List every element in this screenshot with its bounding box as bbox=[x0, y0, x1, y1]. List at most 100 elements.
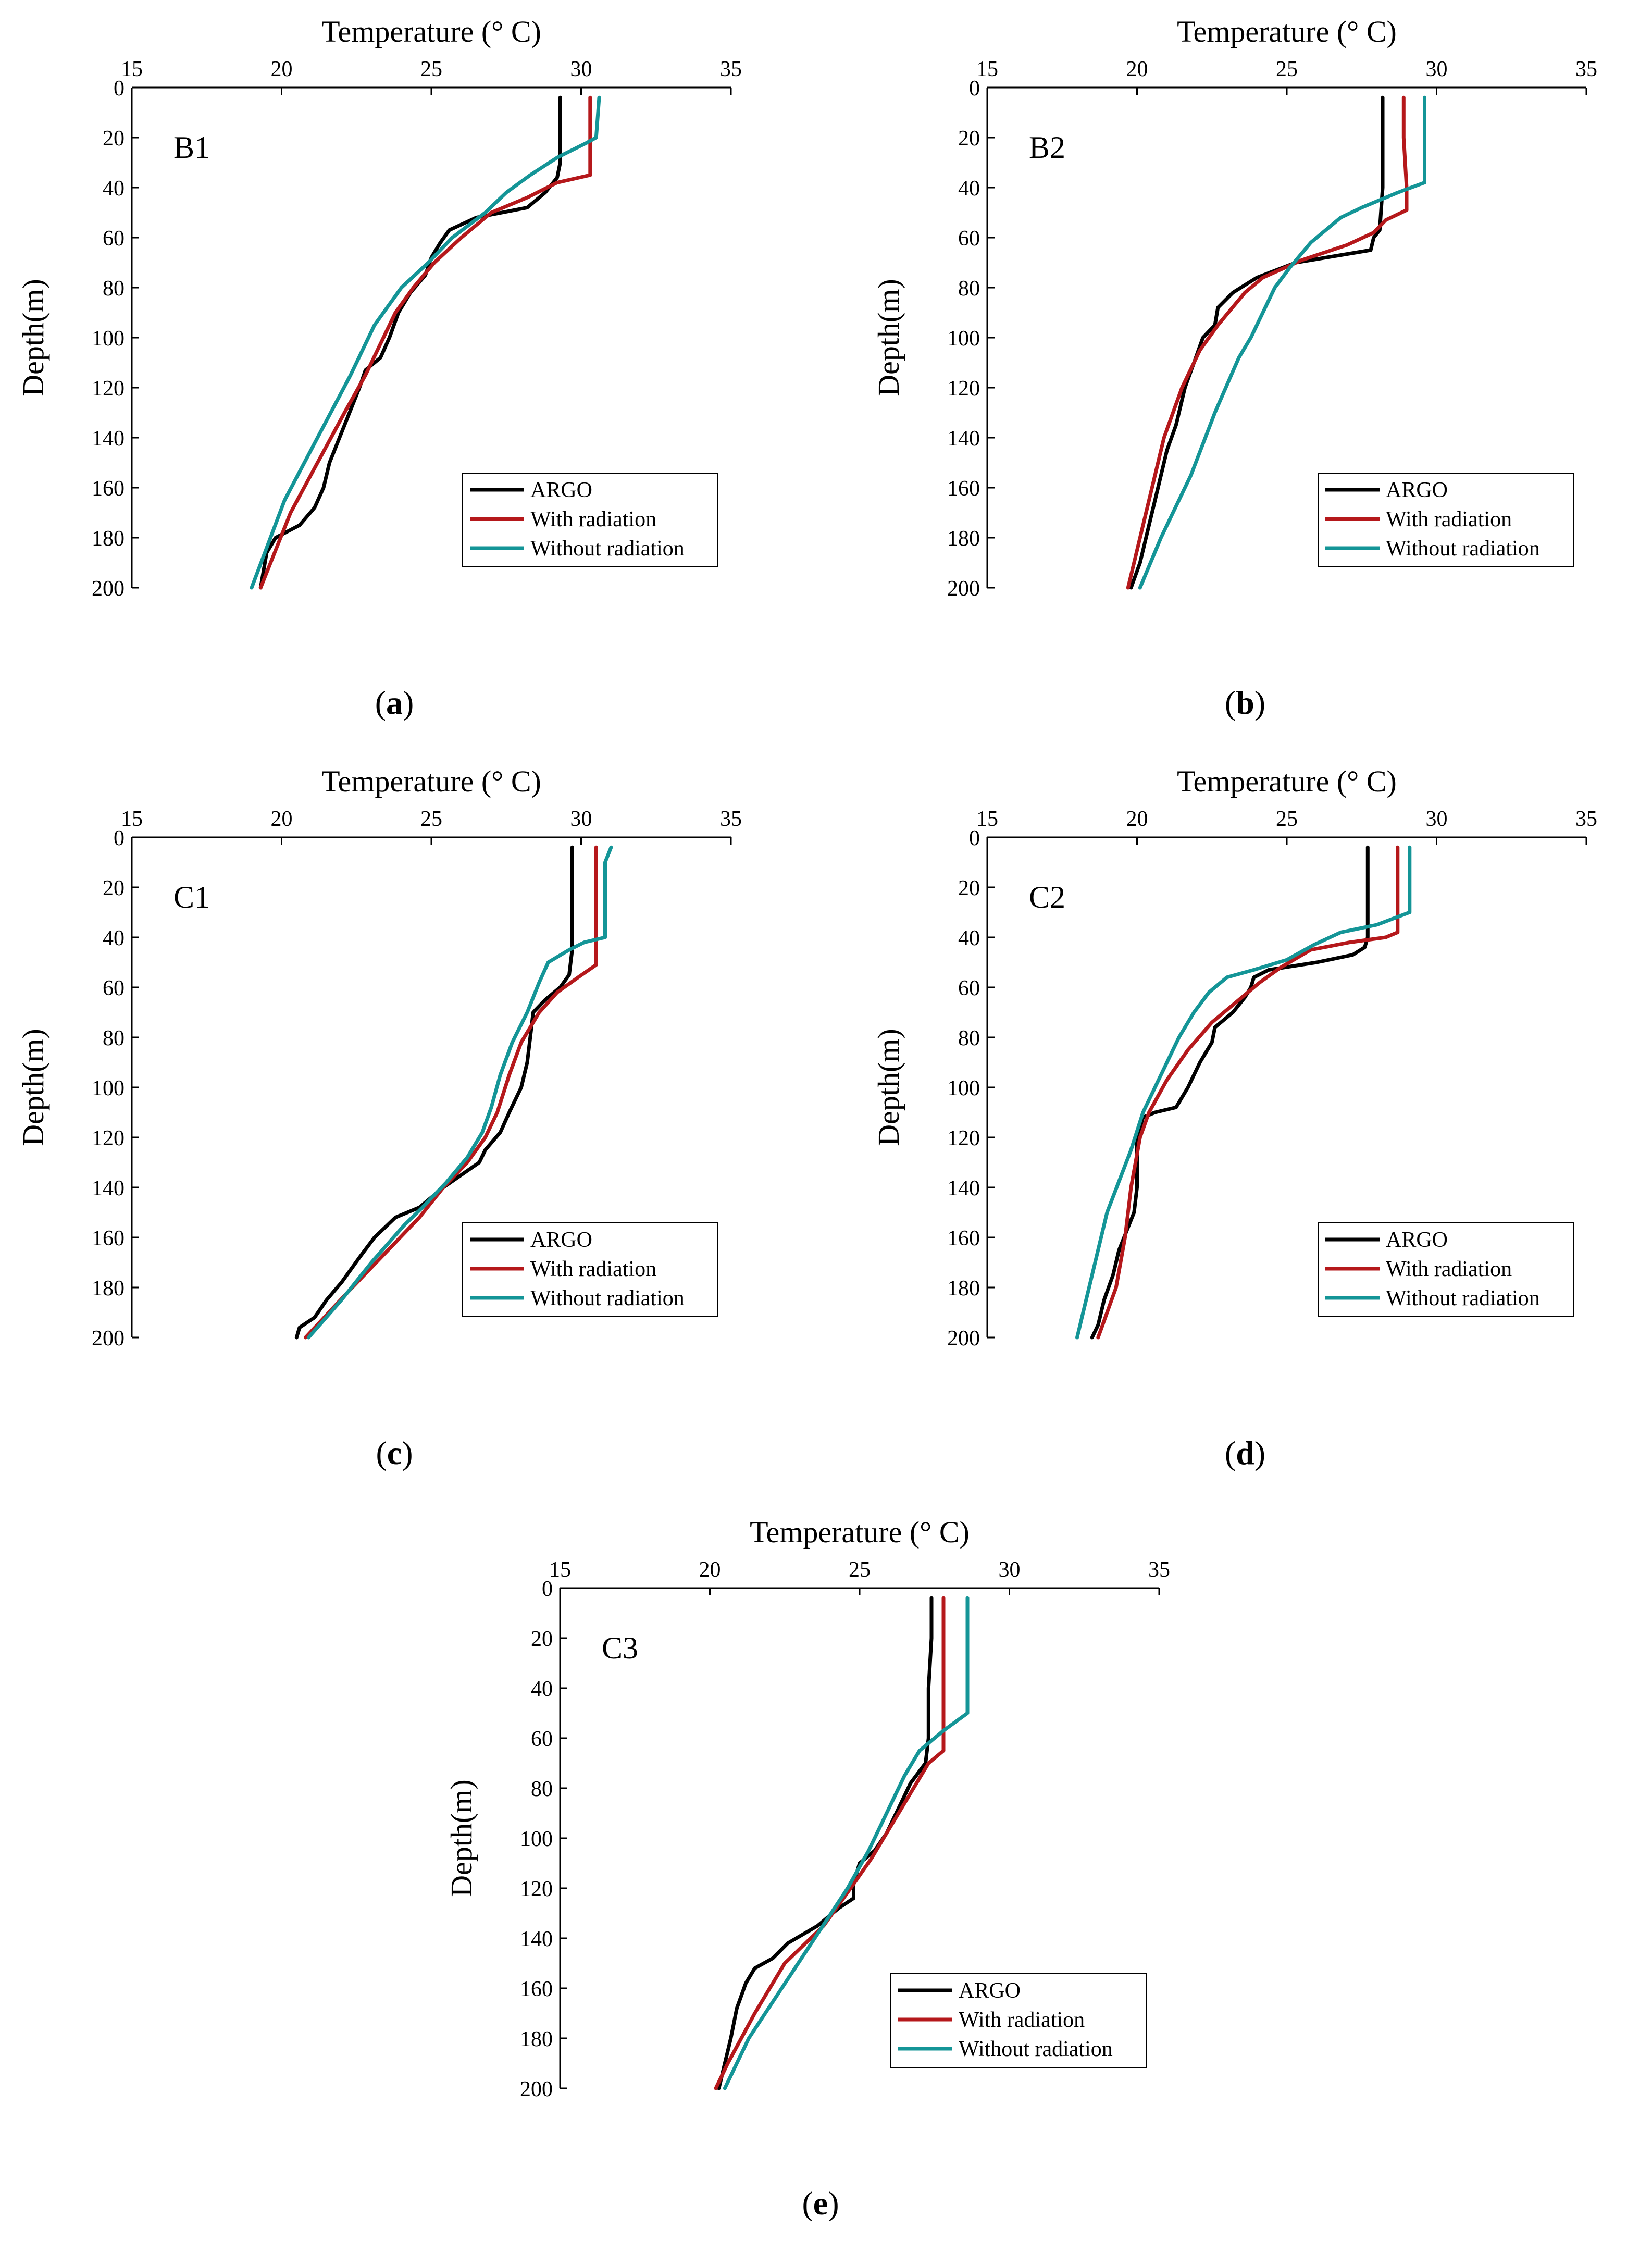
chart-panel-c: 15 20 25 30 35 0 20 40 60 80 100 120 140 160 180 200 Tem… bbox=[16, 764, 742, 1471]
y-tick-label: 160 bbox=[92, 477, 125, 501]
y-tick-label: 60 bbox=[958, 976, 980, 1000]
series-line-with-radiation bbox=[1096, 845, 1400, 1340]
y-tick-label: 180 bbox=[947, 527, 980, 551]
series-line-with-radiation bbox=[304, 845, 598, 1340]
y-tick-label: 80 bbox=[958, 277, 980, 301]
series-line-argo bbox=[294, 845, 574, 1340]
series-line-argo bbox=[1129, 95, 1385, 590]
y-tick-label: 180 bbox=[947, 1277, 980, 1300]
chart-panel-b: 15 20 25 30 35 0 20 40 60 80 100 120 140 160 180 200 Tem… bbox=[872, 15, 1597, 721]
y-tick-label: 40 bbox=[103, 177, 125, 201]
y-tick-label: 20 bbox=[103, 127, 125, 151]
y-tick-label: 120 bbox=[92, 1126, 125, 1150]
x-axis-title: Temperature (° C) bbox=[321, 764, 541, 798]
panel-label: C1 bbox=[173, 880, 210, 914]
panel-caption-letter: a bbox=[386, 684, 403, 721]
y-tick-label: 60 bbox=[103, 976, 125, 1000]
panel-caption: (b) bbox=[1225, 684, 1265, 721]
y-tick-label: 200 bbox=[947, 1327, 980, 1351]
y-tick-label: 180 bbox=[92, 1277, 125, 1300]
x-tick-label: 15 bbox=[976, 807, 998, 831]
y-tick-label: 20 bbox=[958, 127, 980, 151]
y-tick-label: 120 bbox=[947, 377, 980, 401]
legend: ARGO With radiation Without radiation bbox=[462, 473, 718, 567]
y-axis-title: Depth(m) bbox=[16, 279, 50, 397]
x-tick-label: 30 bbox=[570, 57, 592, 81]
y-tick-label: 80 bbox=[103, 277, 125, 301]
x-tick-label: 25 bbox=[420, 807, 442, 831]
y-axis-title: Depth(m) bbox=[444, 1779, 478, 1897]
legend-label: Without radiation bbox=[530, 1286, 685, 1310]
x-axis-title: Temperature (° C) bbox=[1177, 15, 1397, 48]
y-tick-label: 20 bbox=[103, 876, 125, 900]
legend-label: Without radiation bbox=[530, 537, 685, 561]
y-axis-title: Depth(m) bbox=[872, 1029, 905, 1146]
x-tick-label: 20 bbox=[1126, 807, 1148, 831]
y-tick-label: 140 bbox=[92, 427, 125, 451]
y-tick-label: 160 bbox=[947, 1227, 980, 1250]
panel-caption: (c) bbox=[376, 1434, 413, 1471]
y-tick-label: 20 bbox=[531, 1627, 553, 1651]
y-tick-label: 160 bbox=[947, 477, 980, 501]
panel-label: B1 bbox=[173, 130, 210, 165]
y-axis-title: Depth(m) bbox=[872, 279, 905, 397]
series-line-without-radiation bbox=[723, 1596, 970, 2090]
legend-label: With radiation bbox=[959, 2008, 1085, 2032]
series-line-argo bbox=[258, 95, 562, 590]
y-tick-label: 80 bbox=[103, 1026, 125, 1050]
x-tick-label: 35 bbox=[720, 57, 742, 81]
x-tick-label: 30 bbox=[999, 1558, 1021, 1582]
legend-label: ARGO bbox=[530, 478, 592, 502]
y-tick-label: 40 bbox=[531, 1677, 553, 1701]
y-tick-label: 40 bbox=[103, 926, 125, 950]
legend-label: Without radiation bbox=[1386, 1286, 1540, 1310]
legend-label: ARGO bbox=[530, 1228, 592, 1252]
y-tick-label: 60 bbox=[958, 227, 980, 251]
y-tick-label: 140 bbox=[92, 1176, 125, 1200]
x-tick-label: 20 bbox=[271, 57, 293, 81]
y-tick-label: 120 bbox=[92, 377, 125, 401]
panel-label: C3 bbox=[602, 1631, 638, 1665]
series-line-with-radiation bbox=[258, 95, 592, 590]
x-tick-label: 20 bbox=[1126, 57, 1148, 81]
y-tick-label: 40 bbox=[958, 926, 980, 950]
panel-caption-letter: c bbox=[387, 1434, 402, 1471]
y-tick-label: 80 bbox=[531, 1777, 553, 1801]
y-tick-label: 200 bbox=[92, 577, 125, 601]
panel-caption: (a) bbox=[375, 684, 414, 721]
x-tick-label: 25 bbox=[420, 57, 442, 81]
y-tick-label: 0 bbox=[969, 826, 980, 850]
y-tick-label: 140 bbox=[947, 1176, 980, 1200]
x-tick-label: 30 bbox=[1426, 57, 1448, 81]
y-tick-label: 60 bbox=[103, 227, 125, 251]
y-tick-label: 100 bbox=[947, 1076, 980, 1100]
panel-caption-letter: b bbox=[1236, 684, 1254, 721]
y-tick-label: 60 bbox=[531, 1727, 553, 1751]
series-line-argo bbox=[717, 1596, 934, 2090]
series-line-without-radiation bbox=[250, 95, 601, 590]
y-tick-label: 0 bbox=[114, 826, 125, 850]
y-tick-label: 100 bbox=[92, 327, 125, 351]
y-tick-label: 180 bbox=[92, 527, 125, 551]
y-tick-label: 200 bbox=[947, 577, 980, 601]
y-tick-label: 160 bbox=[92, 1227, 125, 1250]
x-tick-label: 30 bbox=[570, 807, 592, 831]
x-tick-label: 25 bbox=[1276, 807, 1298, 831]
series-line-without-radiation bbox=[1075, 845, 1412, 1340]
x-tick-label: 25 bbox=[849, 1558, 871, 1582]
y-tick-label: 140 bbox=[520, 1927, 553, 1951]
legend-label: ARGO bbox=[1386, 1228, 1448, 1252]
y-tick-label: 120 bbox=[947, 1126, 980, 1150]
series-line-without-radiation bbox=[306, 845, 613, 1340]
legend-label: With radiation bbox=[1386, 1257, 1512, 1281]
chart-panel-d: 15 20 25 30 35 0 20 40 60 80 100 120 140 160 180 200 Tem… bbox=[872, 764, 1597, 1471]
y-tick-label: 200 bbox=[92, 1327, 125, 1351]
y-tick-label: 180 bbox=[520, 2027, 553, 2051]
panel-label: B2 bbox=[1029, 130, 1065, 165]
y-tick-label: 100 bbox=[520, 1827, 553, 1851]
series-line-argo bbox=[1090, 845, 1370, 1340]
legend-label: With radiation bbox=[530, 1257, 656, 1281]
legend-label: ARGO bbox=[1386, 478, 1448, 502]
x-tick-label: 30 bbox=[1426, 807, 1448, 831]
x-tick-label: 15 bbox=[549, 1558, 571, 1582]
